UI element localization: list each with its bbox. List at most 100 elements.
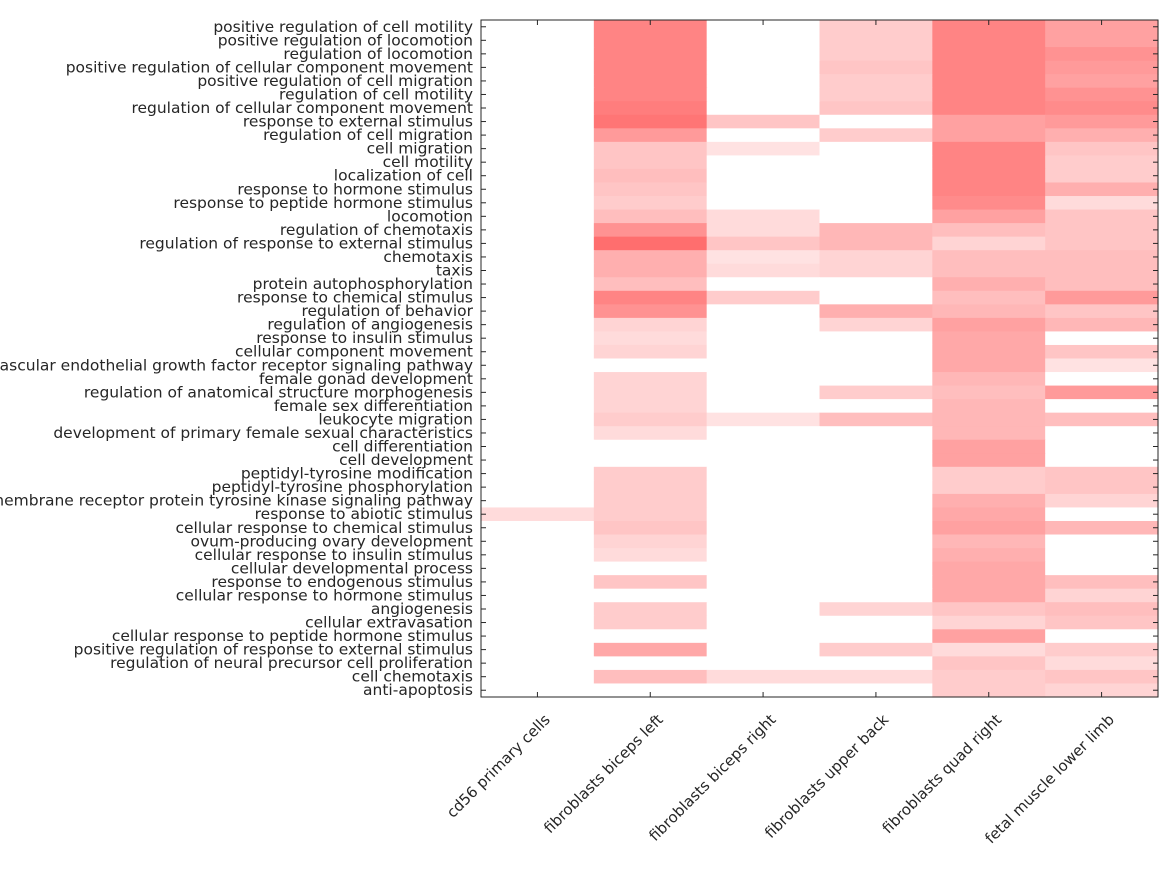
heatmap-cell <box>1045 669 1159 685</box>
row-label: peptidyl-tyrosine phosphorylation <box>212 478 473 496</box>
heatmap-cell <box>1045 507 1159 522</box>
heatmap-cell <box>706 534 821 549</box>
heatmap-cell <box>1045 209 1159 224</box>
heatmap-cell <box>1045 74 1159 89</box>
heatmap-cell <box>819 209 933 224</box>
heatmap-cell <box>593 101 708 116</box>
heatmap-cell <box>593 493 708 509</box>
heatmap-cell <box>706 493 821 509</box>
heatmap-cell <box>932 412 1046 427</box>
row-label: positive regulation of cell motility <box>213 18 473 36</box>
heatmap-cell <box>819 453 933 468</box>
row-label: protein autophosphorylation <box>253 275 473 293</box>
heatmap-cell <box>819 101 933 116</box>
heatmap-cell <box>932 399 1046 414</box>
heatmap-cell <box>706 74 821 89</box>
row-label: cell differentiation <box>332 438 473 456</box>
heatmap-cell <box>593 114 708 129</box>
heatmap-cell <box>932 548 1046 563</box>
heatmap-cell <box>593 548 708 563</box>
heatmap-cell <box>1045 656 1159 671</box>
row-label: localization of cell <box>334 167 473 185</box>
heatmap-cell <box>932 480 1046 495</box>
heatmap-cell <box>819 683 933 698</box>
heatmap-cell <box>593 128 708 143</box>
heatmap-cell <box>1045 331 1159 346</box>
heatmap-cell <box>593 412 708 427</box>
heatmap-cell <box>593 47 708 62</box>
heatmap-cell <box>819 480 933 495</box>
row-label: response to external stimulus <box>243 113 473 131</box>
heatmap-cell <box>819 344 933 360</box>
heatmap-cell <box>706 629 821 644</box>
heatmap-cell <box>1045 236 1159 251</box>
heatmap-cell <box>593 250 708 265</box>
heatmap-cell <box>593 534 708 549</box>
heatmap-cell <box>1045 480 1159 495</box>
heatmap-cell <box>481 507 595 522</box>
heatmap-cell <box>593 290 708 305</box>
heatmap-cell <box>706 602 821 617</box>
heatmap-cell <box>481 520 595 536</box>
heatmap-cell <box>593 182 708 197</box>
row-label: positive regulation of cell migration <box>197 72 473 90</box>
heatmap-cell <box>706 33 821 48</box>
heatmap-cell <box>706 60 821 75</box>
heatmap-cell <box>481 629 595 644</box>
heatmap-cell <box>481 344 595 360</box>
heatmap-cell <box>706 344 821 360</box>
heatmap-cell <box>706 87 821 102</box>
row-label: regulation of cellular component movemen… <box>131 99 473 117</box>
heatmap-cell <box>1045 561 1159 576</box>
heatmap-cell <box>593 277 708 292</box>
heatmap-cell <box>706 358 821 373</box>
heatmap-cell <box>593 399 708 414</box>
heatmap-cell <box>1045 33 1159 48</box>
row-label: angiogenesis <box>371 600 473 618</box>
heatmap-cell <box>819 60 933 75</box>
heatmap-cell <box>819 399 933 414</box>
row-label: cellular response to hormone stimulus <box>176 586 473 604</box>
heatmap-cell <box>1045 385 1159 400</box>
heatmap-cell <box>932 588 1046 603</box>
heatmap-cell <box>481 412 595 427</box>
heatmap-cell <box>1045 534 1159 549</box>
heatmap-cell <box>932 87 1046 102</box>
heatmap-cell <box>593 642 708 657</box>
heatmap-cell <box>593 20 708 35</box>
heatmap-cell <box>481 385 595 400</box>
heatmap-cell <box>819 277 933 292</box>
row-label: regulation of angiogenesis <box>267 316 473 334</box>
heatmap-cell <box>706 615 821 630</box>
row-label: cell chemotaxis <box>352 668 473 686</box>
heatmap-cell <box>706 412 821 427</box>
row-label: taxis <box>436 261 473 279</box>
column-label: cd56 primary cells <box>443 711 554 822</box>
heatmap-cell <box>481 561 595 576</box>
heatmap-cell <box>1045 493 1159 509</box>
heatmap-cell <box>593 588 708 603</box>
heatmap-cell <box>706 575 821 590</box>
row-label: regulation of chemotaxis <box>280 221 473 239</box>
heatmap-cell <box>593 683 708 698</box>
heatmap-cell <box>932 128 1046 143</box>
row-label: female sex differentiation <box>274 397 473 415</box>
row-label: response to peptide hormone stimulus <box>173 194 473 212</box>
heatmap-cell <box>819 507 933 522</box>
row-label: regulation of cell migration <box>263 126 473 144</box>
heatmap-cell <box>1045 683 1159 698</box>
heatmap-cell <box>706 426 821 441</box>
row-label: cell development <box>339 451 473 469</box>
heatmap-cell <box>706 223 821 238</box>
heatmap-cell <box>819 534 933 549</box>
heatmap-cell <box>819 168 933 184</box>
column-label: fibroblasts quad right <box>879 711 1006 838</box>
heatmap-cell <box>819 642 933 657</box>
row-label: development of primary female sexual cha… <box>53 424 473 442</box>
heatmap-cell <box>593 480 708 495</box>
heatmap-cell <box>932 182 1046 197</box>
heatmap-cell <box>706 588 821 603</box>
heatmap-cell <box>1045 358 1159 373</box>
heatmap-cell <box>819 561 933 576</box>
heatmap-cell <box>819 372 933 387</box>
